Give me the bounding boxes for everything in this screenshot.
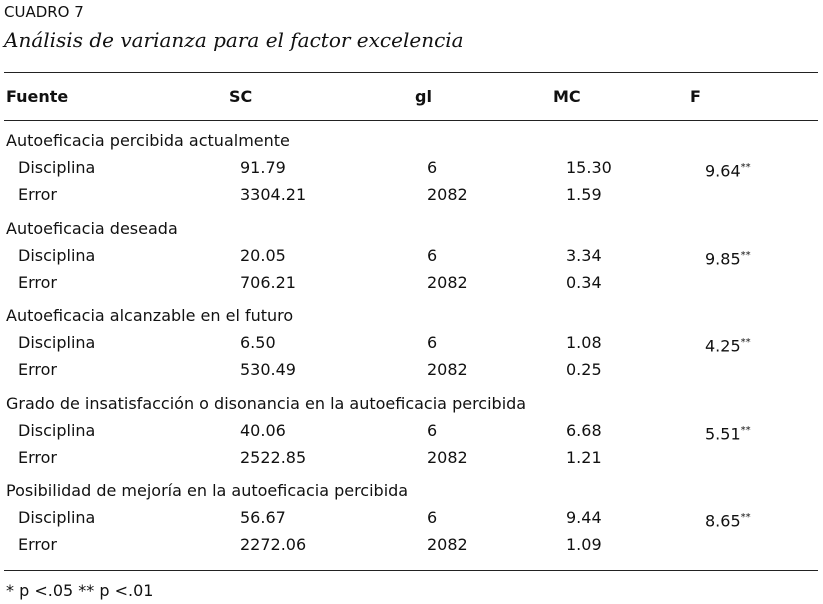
group-label: Posibilidad de mejoría en la autoeficaci… [6,481,409,500]
column-header: gl [415,87,432,106]
significance: ** [740,424,751,436]
cell-source: Error [18,185,57,204]
cell-sc: 706.21 [240,272,296,292]
cell-gl: 2082 [427,447,468,467]
cell-f: 9.85** [705,248,751,268]
cell-source: Error [18,447,57,467]
cell-gl: 6 [427,158,438,177]
group-label: Autoeficacia alcanzable en el futuro [6,306,294,325]
cell-source: Disciplina [18,333,96,352]
header-rule [4,120,818,121]
cell-mc: 9.44 [566,508,602,527]
top-rule [4,72,818,73]
cell-mc: 0.34 [566,272,602,292]
cell-sc: 20.05 [240,245,286,265]
cell-source: Error [18,360,57,379]
table-title: Análisis de varianza para el factor exce… [4,28,464,52]
cell-source: Disciplina [18,420,96,440]
cell-mc: 3.34 [566,245,602,265]
group-label: Grado de insatisfacción o disonancia en … [6,393,527,413]
cell-gl: 2082 [427,360,468,379]
cell-mc: 1.09 [566,535,602,554]
cell-mc: 1.08 [566,333,602,352]
cell-gl: 2082 [427,272,468,292]
cell-mc: 0.25 [566,360,602,379]
column-header: Fuente [6,87,69,106]
cell-sc: 91.79 [240,158,286,177]
cell-mc: 1.59 [566,185,602,204]
significance: ** [740,337,751,348]
cell-source: Disciplina [18,158,96,177]
cell-mc: 6.68 [566,420,602,440]
cell-gl: 6 [427,508,438,527]
cell-source: Disciplina [18,508,96,527]
cell-mc: 15.30 [566,158,612,177]
cell-sc: 6.50 [240,333,276,352]
cell-sc: 530.49 [240,360,296,379]
cell-source: Error [18,272,57,292]
cell-gl: 6 [427,420,438,440]
table-label: CUADRO 7 [4,3,84,21]
cell-mc: 1.21 [566,447,602,467]
group-label: Autoeficacia deseada [6,218,178,238]
column-header: MC [553,87,581,106]
cell-gl: 6 [427,333,438,352]
cell-sc: 56.67 [240,508,286,527]
group-label: Autoeficacia percibida actualmente [6,131,290,150]
cell-gl: 2082 [427,185,468,204]
column-header: F [690,87,701,106]
cell-sc: 2272.06 [240,535,307,554]
cell-sc: 2522.85 [240,447,307,467]
significance: ** [740,512,751,523]
column-header: SC [229,87,253,106]
cell-f: 8.65** [705,511,751,531]
cell-sc: 40.06 [240,420,286,440]
bottom-rule [4,570,818,571]
footnote: * p <.05 ** p <.01 [6,581,154,600]
cell-f: 5.51** [705,423,751,443]
cell-f: 9.64** [705,161,751,181]
significance: ** [740,162,751,173]
cell-gl: 6 [427,245,438,265]
cell-source: Disciplina [18,245,96,265]
significance: ** [740,249,751,261]
cell-gl: 2082 [427,535,468,554]
cell-f: 4.25** [705,336,751,356]
cell-sc: 3304.21 [240,185,307,204]
cell-source: Error [18,535,57,554]
